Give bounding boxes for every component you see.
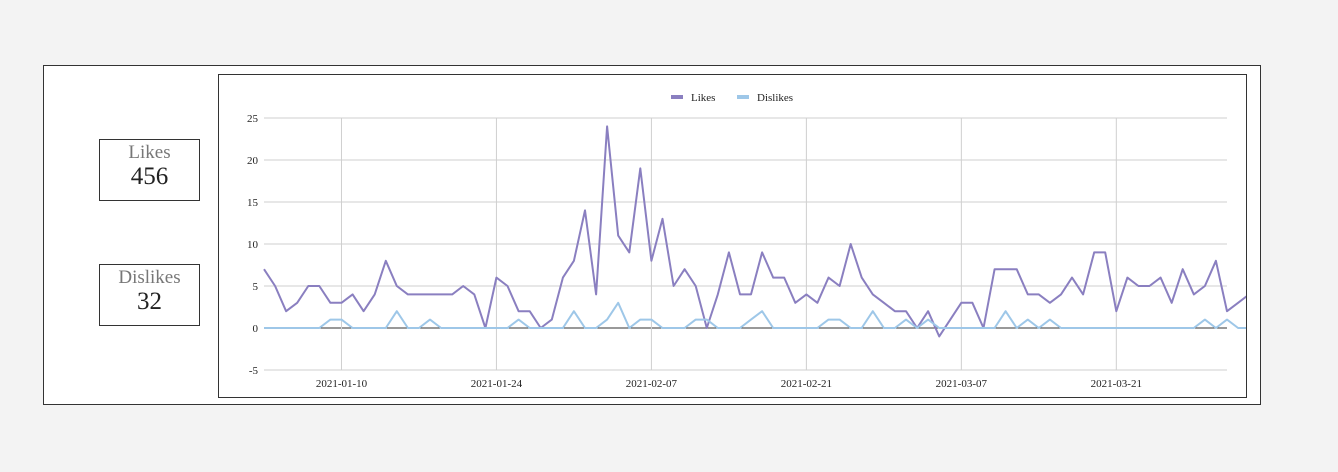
dislikes-kpi-label: Dislikes	[118, 267, 181, 288]
y-tick-label: -5	[249, 365, 259, 377]
series-line-likes	[263, 125, 1250, 338]
x-tick-label: 2021-03-21	[1091, 378, 1142, 390]
x-tick-label: 2021-01-24	[471, 378, 523, 390]
legend-label-likes: Likes	[691, 92, 715, 104]
likes-kpi-value: 456	[130, 163, 169, 190]
y-tick-label: 10	[247, 239, 259, 251]
y-tick-label: 15	[247, 197, 259, 209]
y-tick-label: 20	[247, 155, 259, 167]
y-tick-label: 5	[253, 281, 259, 293]
y-tick-label: 25	[247, 113, 259, 125]
x-tick-label: 2021-03-07	[936, 378, 988, 390]
line-chart: -5 0 5 10 15 20 25 2021-01-10 2021-01-24 2021-02-…	[247, 92, 1261, 390]
line-chart-panel: -5 0 5 10 15 20 25 2021-01-10 2021-01-24 2021-02-…	[218, 74, 1261, 398]
dislikes-kpi-value: 32	[137, 288, 162, 315]
likes-kpi-label: Likes	[128, 142, 171, 163]
x-tick-label: 2021-02-21	[781, 378, 832, 390]
dashboard-card: Likes 456 Dislikes 32 -5 0 5 10 15 20 25 2021-0…	[43, 65, 1261, 405]
likes-kpi-box: Likes 456	[99, 139, 200, 201]
y-tick-label: 0	[253, 323, 259, 335]
dislikes-kpi-box: Dislikes 32	[99, 264, 200, 326]
legend-label-dislikes: Dislikes	[757, 92, 793, 104]
x-tick-label: 2021-01-10	[316, 378, 368, 390]
x-tick-label: 2021-02-07	[626, 378, 678, 390]
series-line-dislikes	[264, 301, 1261, 329]
